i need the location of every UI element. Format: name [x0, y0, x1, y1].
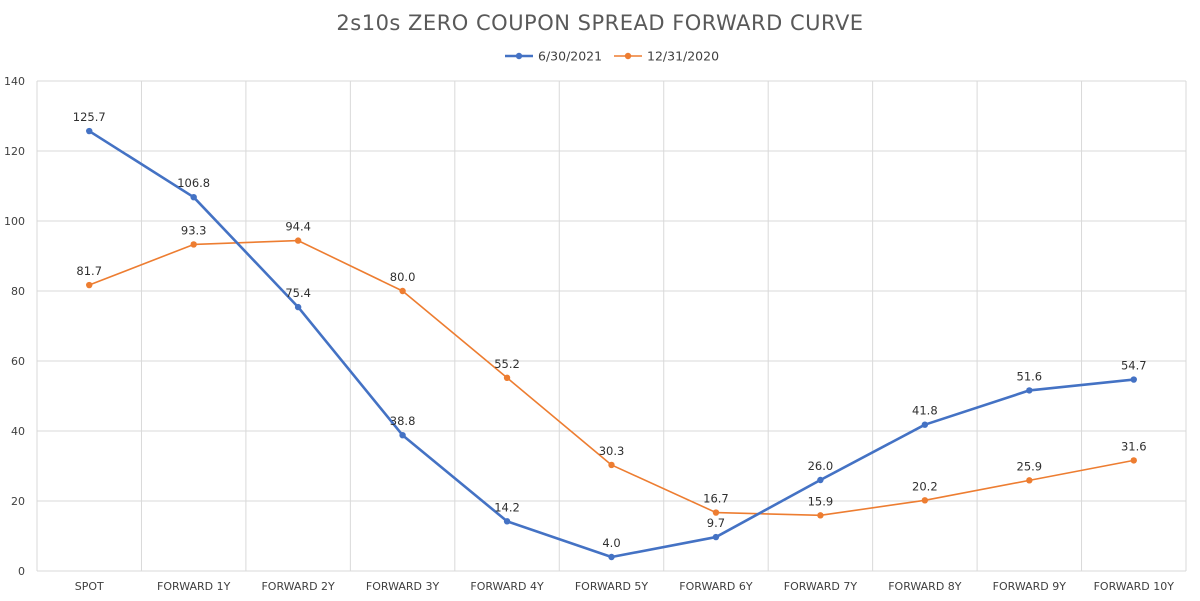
legend-label: 6/30/2021 — [538, 49, 602, 64]
x-tick-label: FORWARD 10Y — [1094, 580, 1175, 593]
data-label: 55.2 — [494, 357, 520, 371]
data-label: 75.4 — [285, 286, 311, 300]
y-tick-label: 40 — [11, 425, 25, 438]
legend-marker — [515, 52, 523, 60]
y-tick-label: 60 — [11, 355, 25, 368]
y-axis: 0 20 40 60 80 100 120 140 — [4, 75, 25, 578]
data-label: 14.2 — [494, 500, 520, 514]
x-tick-label: FORWARD 4Y — [470, 580, 544, 593]
data-label: 93.3 — [181, 223, 207, 237]
data-point[interactable] — [817, 476, 824, 484]
x-tick-label: FORWARD 2Y — [261, 580, 335, 593]
y-tick-label: 140 — [4, 75, 25, 88]
data-label: 51.6 — [1017, 369, 1043, 383]
legend: 6/30/2021 12/31/2020 — [505, 49, 719, 64]
legend-item[interactable]: 12/31/2020 — [614, 49, 719, 64]
data-point[interactable] — [1026, 387, 1033, 394]
data-point[interactable] — [1026, 477, 1033, 484]
y-tick-label: 80 — [11, 285, 25, 298]
y-tick-label: 0 — [18, 565, 25, 578]
data-point[interactable] — [608, 553, 615, 561]
x-tick-label: FORWARD 9Y — [993, 580, 1067, 593]
data-label: 26.0 — [808, 459, 834, 473]
data-label: 9.7 — [707, 516, 725, 530]
y-tick-label: 100 — [4, 215, 25, 228]
data-label: 125.7 — [73, 110, 106, 124]
data-point[interactable] — [294, 237, 302, 244]
x-axis: SPOT FORWARD 1Y FORWARD 2Y FORWARD 3Y FORWAR… — [75, 580, 1174, 593]
data-label: 31.6 — [1121, 439, 1147, 453]
x-tick-label: FORWARD 8Y — [888, 580, 962, 593]
data-point[interactable] — [608, 461, 615, 469]
data-point[interactable] — [503, 374, 511, 381]
data-point[interactable] — [1130, 376, 1137, 383]
data-label: 30.3 — [599, 444, 625, 458]
y-tick-label: 120 — [4, 145, 25, 158]
series-orange — [86, 237, 1137, 519]
data-label: 81.7 — [76, 264, 102, 278]
data-label: 41.8 — [912, 404, 938, 418]
data-label: 20.2 — [912, 479, 938, 493]
series-blue — [86, 127, 1137, 561]
x-tick-label: SPOT — [75, 580, 104, 593]
x-tick-label: FORWARD 6Y — [679, 580, 753, 593]
chart-title: 2s10s ZERO COUPON SPREAD FORWARD CURVE — [336, 11, 863, 35]
data-point[interactable] — [503, 518, 511, 525]
data-point[interactable] — [817, 512, 824, 519]
data-point[interactable] — [712, 509, 720, 516]
data-label: 15.9 — [808, 494, 834, 508]
grid — [36, 80, 1187, 572]
data-label: 94.4 — [285, 220, 311, 234]
data-label: 16.7 — [703, 492, 729, 506]
data-point[interactable] — [1130, 457, 1137, 464]
data-label: 80.0 — [390, 270, 416, 284]
data-point[interactable] — [399, 287, 406, 295]
x-tick-label: FORWARD 5Y — [575, 580, 649, 593]
data-point[interactable] — [190, 194, 197, 201]
data-point[interactable] — [921, 497, 929, 504]
data-labels: 125.7 106.8 75.4 38.8 14.2 4.0 9.7 26.0 41.8 51.6… — [73, 110, 1147, 550]
data-point[interactable] — [712, 533, 720, 541]
legend-label: 12/31/2020 — [647, 49, 719, 64]
legend-item[interactable]: 6/30/2021 — [505, 49, 602, 64]
legend-marker — [624, 52, 632, 60]
x-tick-label: FORWARD 1Y — [157, 580, 231, 593]
data-point[interactable] — [399, 432, 406, 439]
data-point[interactable] — [294, 303, 302, 311]
data-label: 106.8 — [177, 176, 210, 190]
data-label: 38.8 — [390, 414, 416, 428]
data-point[interactable] — [86, 127, 93, 135]
data-point[interactable] — [86, 281, 93, 289]
y-tick-label: 20 — [11, 495, 25, 508]
x-tick-label: FORWARD 7Y — [784, 580, 858, 593]
data-label: 4.0 — [602, 536, 620, 550]
data-label: 54.7 — [1121, 359, 1147, 373]
data-point[interactable] — [190, 241, 197, 248]
x-tick-label: FORWARD 3Y — [366, 580, 440, 593]
data-label: 25.9 — [1017, 459, 1043, 473]
series-layer — [86, 127, 1137, 561]
data-point[interactable] — [921, 421, 929, 428]
